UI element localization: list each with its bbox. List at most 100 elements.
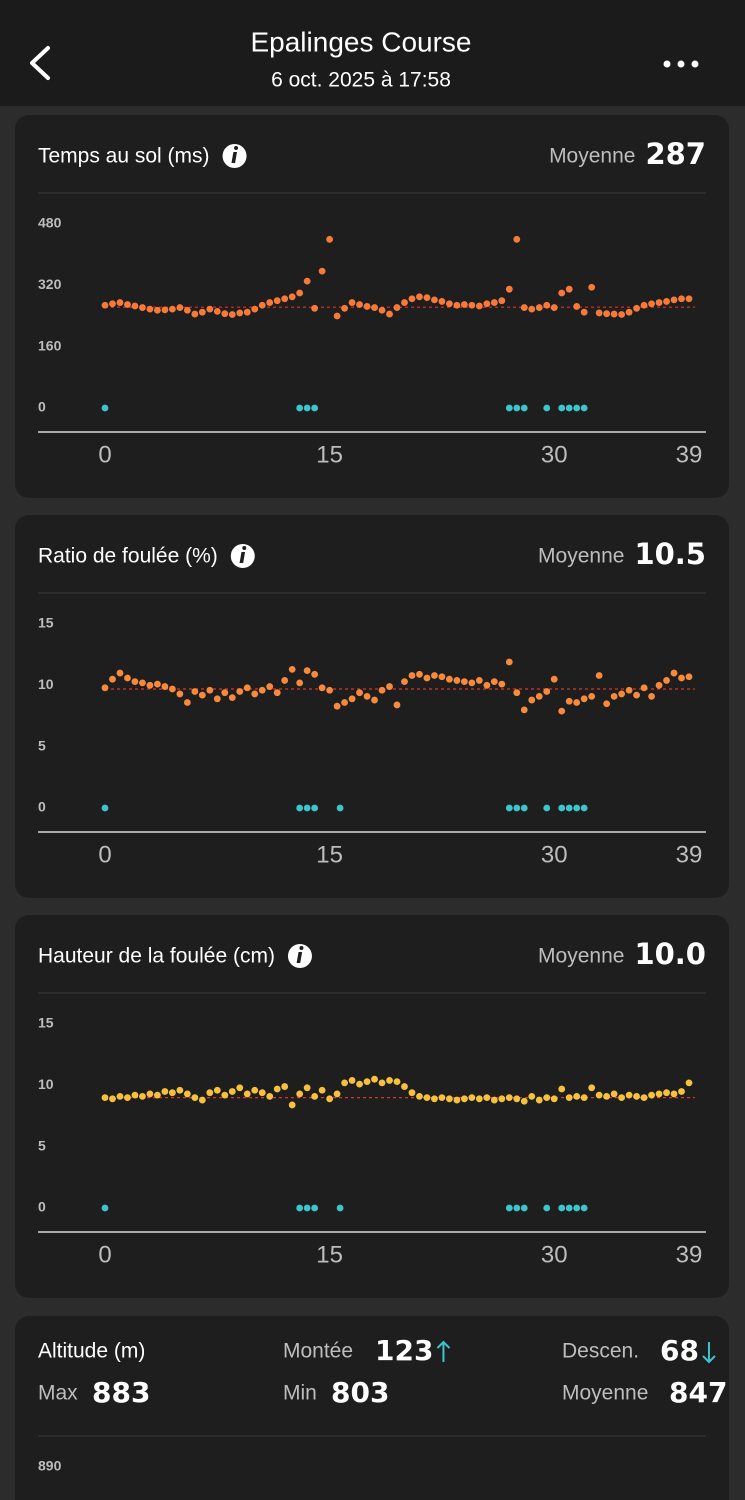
data-point: [423, 294, 431, 301]
average-label: Moyenne: [562, 1382, 648, 1405]
data-point: [423, 1094, 431, 1101]
data-point: [303, 1084, 311, 1092]
back-button[interactable]: [30, 46, 50, 80]
data-point: [198, 1096, 206, 1104]
data-point: [401, 299, 408, 306]
data-point: [446, 1095, 453, 1103]
x-tick-label: 15: [316, 841, 343, 868]
data-point: [266, 299, 274, 306]
info-stem: [239, 552, 246, 563]
data-point: [336, 804, 344, 812]
data-point: [236, 688, 244, 695]
data-point: [580, 695, 588, 703]
data-point: [281, 677, 289, 684]
data-point: [116, 1092, 124, 1100]
page-subtitle: 6 oct. 2025 à 17:58: [271, 69, 451, 92]
dot: [663, 60, 671, 68]
y-tick-label: 480: [38, 215, 62, 231]
card: [15, 915, 729, 1298]
data-point: [648, 692, 655, 700]
data-point: [543, 301, 551, 309]
data-point: [468, 1094, 476, 1101]
data-point: [393, 1078, 401, 1086]
y-tick-label: 320: [38, 276, 62, 292]
average-label: Moyenne: [549, 145, 635, 168]
data-point: [303, 667, 311, 675]
data-point: [408, 672, 416, 679]
chart-card: Ratio de foulée (%) 10.5 Moyenne 0 5 10 15 0 15 3…: [15, 515, 729, 898]
data-point: [116, 299, 124, 306]
data-point: [543, 804, 551, 812]
average-value: 287: [645, 137, 706, 171]
data-point: [408, 1089, 416, 1097]
data-point: [191, 1094, 199, 1101]
data-point: [528, 696, 536, 704]
data-point: [468, 301, 476, 309]
data-point: [101, 804, 109, 812]
data-point: [191, 688, 199, 695]
data-point: [558, 1085, 566, 1093]
data-point: [513, 804, 521, 812]
data-point: [124, 674, 131, 682]
data-point: [610, 692, 618, 700]
dot: [691, 60, 699, 68]
info-dot: [299, 946, 304, 950]
data-point: [101, 684, 109, 692]
data-point: [513, 1095, 521, 1103]
data-point: [401, 678, 408, 686]
data-point: [393, 304, 401, 311]
info-button[interactable]: [230, 544, 255, 568]
data-point: [438, 298, 446, 305]
card: [15, 1316, 729, 1500]
data-point: [460, 1095, 468, 1103]
data-point: [206, 686, 214, 694]
data-point: [401, 1083, 408, 1090]
data-point: [213, 1086, 221, 1094]
data-point: [640, 1094, 648, 1101]
data-point: [303, 804, 311, 812]
data-point: [678, 674, 685, 682]
data-point: [565, 285, 573, 293]
data-point: [146, 681, 154, 689]
data-point: [154, 1091, 161, 1099]
data-point: [371, 1075, 378, 1083]
data-point: [348, 1077, 356, 1084]
altitude-title: Altitude (m): [38, 1340, 145, 1363]
data-point: [296, 1204, 304, 1212]
data-point: [288, 1101, 296, 1109]
data-point: [431, 1095, 438, 1103]
data-point: [393, 701, 401, 709]
x-tick-label: 39: [676, 1241, 703, 1268]
data-point: [341, 1079, 348, 1087]
data-point: [633, 691, 640, 699]
data-point: [363, 692, 371, 700]
more-button[interactable]: [663, 60, 699, 68]
data-point: [685, 673, 693, 681]
data-point: [341, 304, 348, 312]
data-point: [221, 689, 229, 697]
data-point: [565, 404, 573, 412]
data-point: [139, 304, 146, 311]
data-point: [603, 1092, 611, 1100]
data-point: [505, 285, 513, 293]
data-point: [528, 1092, 536, 1100]
data-point: [236, 309, 244, 317]
data-point: [423, 674, 431, 682]
data-point: [288, 665, 296, 673]
data-point: [296, 289, 304, 297]
data-point: [326, 1095, 334, 1103]
info-dot: [242, 546, 247, 550]
data-point: [251, 690, 259, 698]
info-button[interactable]: [222, 144, 247, 168]
data-point: [618, 690, 626, 698]
data-point: [109, 1095, 116, 1103]
data-point: [618, 311, 626, 318]
info-button[interactable]: [287, 944, 312, 968]
data-point: [176, 1086, 184, 1094]
data-point: [251, 1086, 259, 1094]
data-point: [535, 304, 543, 311]
data-point: [311, 1204, 319, 1212]
data-point: [663, 298, 670, 305]
data-point: [258, 301, 266, 309]
data-point: [101, 1094, 109, 1101]
